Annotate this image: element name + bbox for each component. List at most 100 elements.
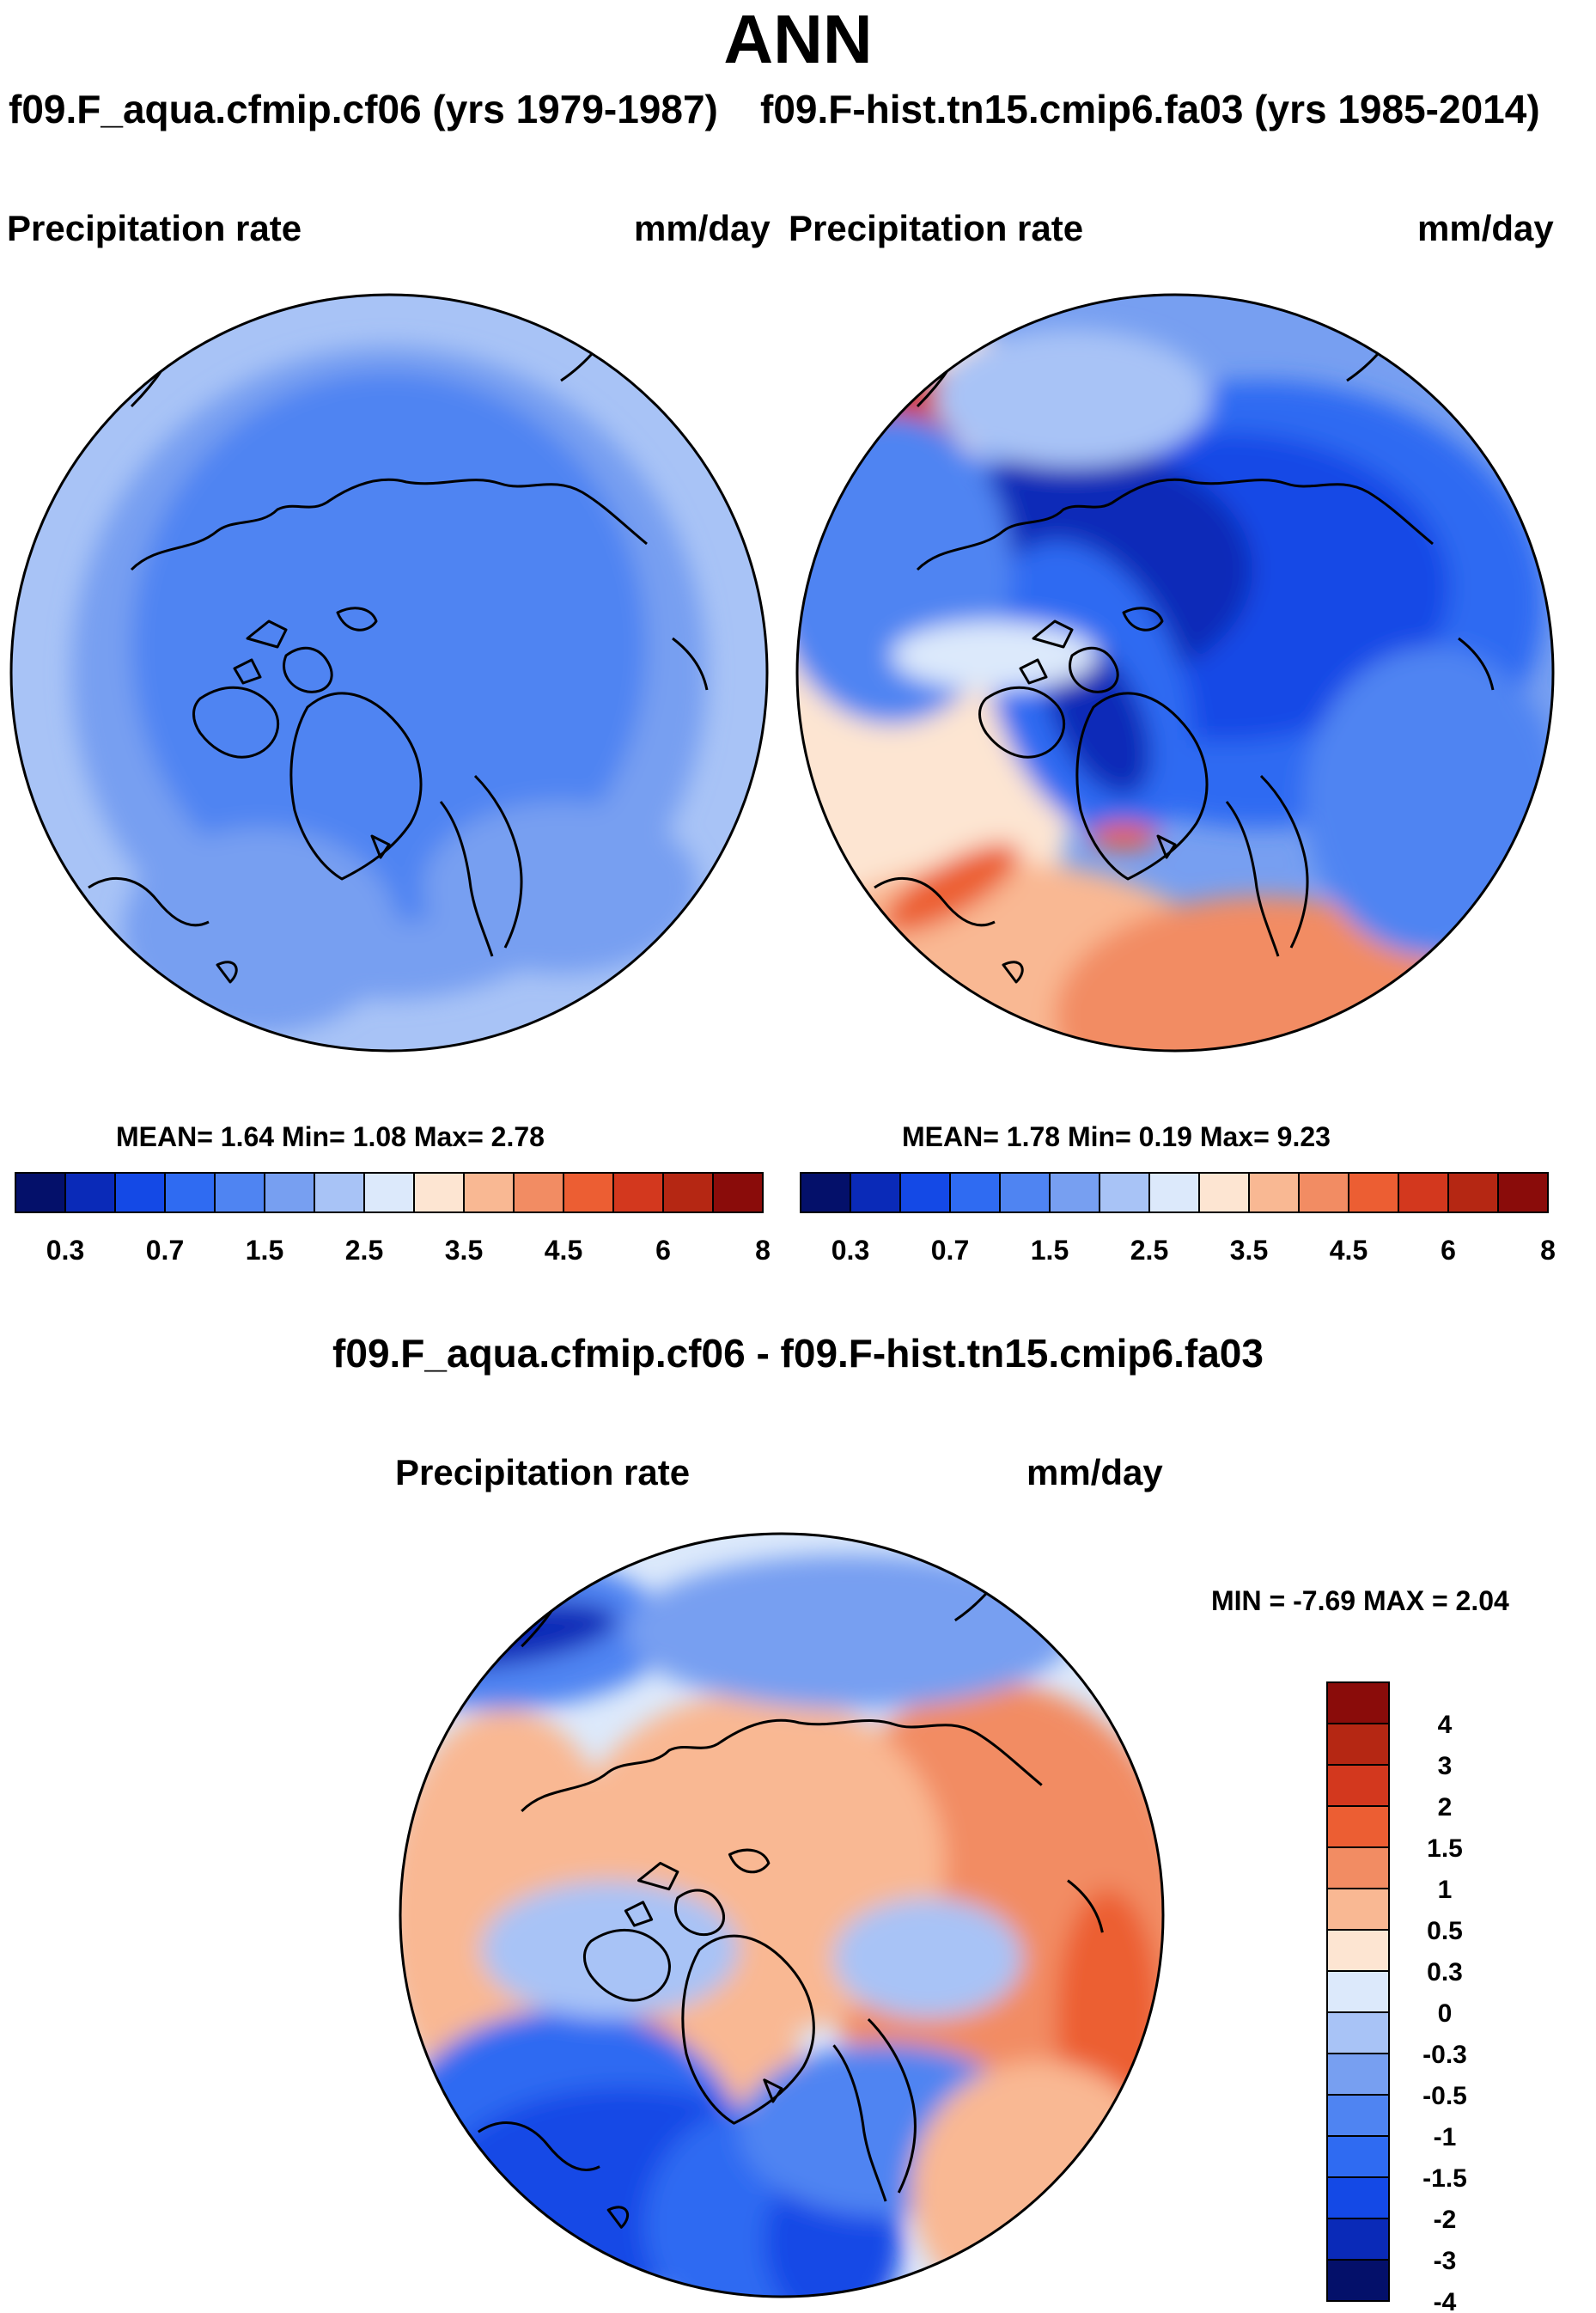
diff-map-outline <box>399 1532 1165 2298</box>
diff-colorbar-box <box>1326 1764 1390 1807</box>
diff-colorbar-tick-label: -3 <box>1434 2247 1457 2275</box>
right-colorbar-tick-label: 8 <box>1540 1235 1556 1266</box>
diff-colorbar-tick-label: -2 <box>1434 2206 1457 2234</box>
right-colorbar-box <box>999 1172 1051 1213</box>
right-colorbar-box <box>1348 1172 1399 1213</box>
diff-colorbar-tick-label: 1 <box>1438 1876 1453 1904</box>
right-colorbar-tick-label: 3.5 <box>1230 1235 1268 1266</box>
diff-units-label: mm/day <box>1026 1452 1163 1492</box>
right-map-region <box>892 621 1098 690</box>
right-colorbar-tick-label: 0.7 <box>931 1235 969 1266</box>
diff-map-region <box>481 1881 739 2018</box>
right-colorbar-box <box>1497 1172 1549 1213</box>
right-map-region <box>935 329 1209 467</box>
left-colorbar-tick-label: 4.5 <box>545 1235 582 1266</box>
right-map-region <box>1055 896 1467 1051</box>
diff-colorbar-box <box>1326 2053 1390 2096</box>
right-colorbar-box <box>1298 1172 1349 1213</box>
right-colorbar-box <box>1049 1172 1100 1213</box>
diff-colorbar-box <box>1326 2135 1390 2178</box>
diff-colorbar-tick-label: 1.5 <box>1427 1834 1463 1863</box>
right-units-label: mm/day <box>1417 208 1554 248</box>
left-colorbar-box <box>314 1172 365 1213</box>
left-case-title: f09.F_aqua.cfmip.cf06 (yrs 1979-1987) <box>9 87 718 131</box>
left-variable-label: Precipitation rate <box>7 208 302 248</box>
diff-colorbar: 4 3 2 1.5 1 0.5 0.3 0 -0.3 -0.5 -1 -1.5 -2 -3 -4 <box>1326 1681 1467 2313</box>
diff-variable-label: Precipitation rate <box>395 1452 691 1492</box>
diff-colorbar-box <box>1326 1723 1390 1766</box>
left-colorbar: 0.3 0.7 1.5 2.5 3.5 4.5 6 8 <box>15 1172 771 1266</box>
right-colorbar-box <box>800 1172 851 1213</box>
left-units-label: mm/day <box>634 208 771 248</box>
diff-colorbar-tick-label: -0.5 <box>1422 2082 1467 2110</box>
right-variable-label: Precipitation rate <box>789 208 1084 248</box>
diff-colorbar-tick-label: 0 <box>1438 1999 1453 2028</box>
right-colorbar-box <box>850 1172 901 1213</box>
diff-colorbar-tick-label: 2 <box>1438 1793 1453 1822</box>
right-colorbar-tick-label: 2.5 <box>1130 1235 1168 1266</box>
left-colorbar-box <box>64 1172 116 1213</box>
left-colorbar-box <box>15 1172 66 1213</box>
diff-colorbar-box <box>1326 2094 1390 2137</box>
right-colorbar: 0.3 0.7 1.5 2.5 3.5 4.5 6 8 <box>800 1172 1556 1266</box>
right-colorbar-tick-label: 6 <box>1441 1235 1456 1266</box>
right-map-region <box>1304 647 1553 956</box>
left-map-region <box>123 827 398 1034</box>
diff-map-region <box>911 2061 1163 2297</box>
diff-colorbar-box <box>1326 1929 1390 1972</box>
right-colorbar-tick-label: 4.5 <box>1330 1235 1368 1266</box>
left-colorbar-box <box>513 1172 564 1213</box>
left-colorbar-box <box>662 1172 714 1213</box>
left-colorbar-tick-label: 8 <box>755 1235 771 1266</box>
left-colorbar-tick-label: 3.5 <box>445 1235 483 1266</box>
diff-colorbar-box <box>1326 2259 1390 2302</box>
left-map-region <box>131 372 647 922</box>
diff-colorbar-box <box>1326 1681 1390 1724</box>
diff-colorbar-tick-label: 3 <box>1438 1752 1453 1780</box>
right-colorbar-box <box>1099 1172 1150 1213</box>
diff-colorbar-box <box>1326 2176 1390 2219</box>
diff-colorbar-tick-label: 4 <box>1438 1711 1453 1739</box>
diff-colorbar-box <box>1326 2011 1390 2054</box>
right-colorbar-box <box>1398 1172 1449 1213</box>
diff-colorbar-box <box>1326 1805 1390 1848</box>
diff-minmax: MIN = -7.69 MAX = 2.04 <box>1211 1585 1509 1616</box>
right-map-field <box>797 295 1553 1051</box>
left-colorbar-box <box>264 1172 315 1213</box>
diff-map-shading <box>400 1554 1163 2297</box>
right-colorbar-box <box>899 1172 951 1213</box>
right-colorbar-box <box>1198 1172 1250 1213</box>
diff-map-region <box>833 1898 1022 2018</box>
left-map-outline <box>9 293 769 1053</box>
diff-colorbar-tick-label: 0.5 <box>1427 1917 1463 1945</box>
left-colorbar-box <box>463 1172 515 1213</box>
right-colorbar-box <box>1447 1172 1499 1213</box>
left-colorbar-box <box>164 1172 216 1213</box>
left-colorbar-box <box>413 1172 465 1213</box>
left-colorbar-box <box>612 1172 664 1213</box>
left-colorbar-tick-label: 0.3 <box>46 1235 84 1266</box>
left-colorbar-tick-label: 0.7 <box>146 1235 184 1266</box>
right-map-region <box>883 843 1020 932</box>
left-colorbar-box <box>114 1172 166 1213</box>
right-case-title: f09.F-hist.tn15.cmip6.fa03 (yrs 1985-201… <box>760 87 1540 131</box>
left-map <box>9 293 769 1053</box>
diff-map-region <box>627 1554 1074 1709</box>
diff-colorbar-tick-label: -1 <box>1434 2123 1457 2151</box>
diff-colorbar-box <box>1326 1888 1390 1931</box>
diff-colorbar-tick-label: -0.3 <box>1422 2041 1467 2069</box>
left-map-region <box>423 802 698 973</box>
left-colorbar-tick-label: 6 <box>655 1235 671 1266</box>
diff-colorbar-tick-label: 0.3 <box>1427 1958 1463 1986</box>
diff-colorbar-tick-label: -1.5 <box>1422 2164 1467 2193</box>
right-colorbar-box <box>1248 1172 1300 1213</box>
left-colorbar-tick-label: 2.5 <box>345 1235 383 1266</box>
left-colorbar-box <box>363 1172 415 1213</box>
left-colorbar-box <box>712 1172 764 1213</box>
page-title: ANN <box>723 1 873 77</box>
right-map-region <box>1089 823 1158 849</box>
diff-colorbar-tick-label: -4 <box>1434 2288 1457 2313</box>
left-colorbar-tick-label: 1.5 <box>246 1235 283 1266</box>
right-map <box>795 293 1555 1053</box>
